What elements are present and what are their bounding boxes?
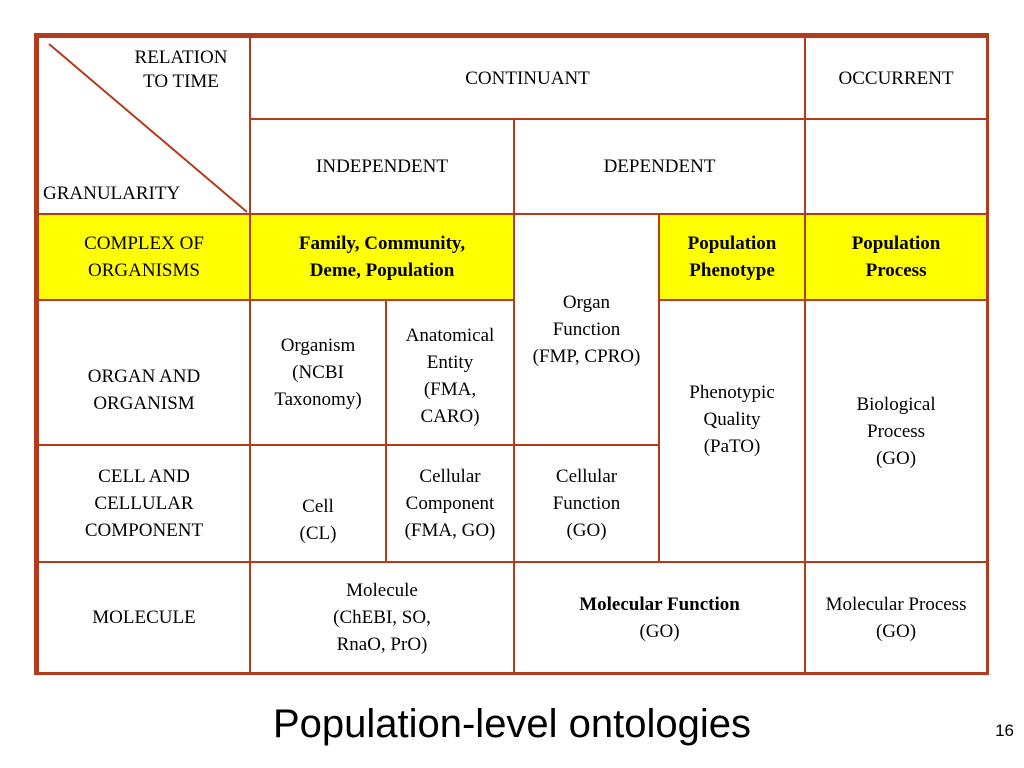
page-number: 16: [995, 721, 1014, 740]
row-label-cell-and-cellular-component: CELL AND CELLULAR COMPONENT: [37, 444, 251, 563]
occurrent-blank-cell: [804, 118, 989, 215]
phenotypic-quality-cell: Phenotypic Quality (PaTO): [657, 299, 807, 563]
row-label-complex-of-organisms: COMPLEX OF ORGANISMS: [37, 213, 251, 301]
relation-to-time-label: RELATION TO TIME: [134, 47, 228, 92]
organism-cell: Organism (NCBI Taxonomy): [249, 299, 387, 446]
anatomical-entity-cell: Anatomical Entity (FMA, CARO): [385, 299, 515, 446]
dependent-header: DEPENDENT: [512, 118, 807, 215]
biological-process-cell: Biological Process (GO): [804, 299, 989, 563]
molecular-process-cell: Molecular Process (GO): [804, 561, 989, 674]
continuant-header: CONTINUANT: [248, 36, 807, 120]
molecular-function-name: Molecular Function: [579, 593, 740, 615]
population-entities-cell: Family, Community, Deme, Population: [249, 213, 515, 301]
organ-function-cell: Organ Function (FMP, CPRO): [513, 213, 660, 446]
granularity-label: GRANULARITY: [43, 183, 181, 204]
diagonal-divider: [48, 43, 248, 212]
ontology-table-frame: RELATION TO TIME GRANULARITY CONTINUANT …: [34, 33, 989, 675]
row-label-organ-and-organism: ORGAN AND ORGANISM: [37, 299, 251, 446]
molecule-cell: Molecule (ChEBI, SO, RnaO, PrO): [249, 561, 515, 674]
population-process-cell: Population Process: [804, 213, 989, 301]
slide-title: Population-level ontologies: [272, 702, 752, 746]
molecular-function-source: (GO): [639, 620, 680, 642]
cellular-component-cell: Cellular Component (FMA, GO): [385, 444, 515, 563]
cell-ontology-cell: Cell (CL): [249, 444, 387, 563]
occurrent-header: OCCURRENT: [804, 36, 989, 120]
row-label-molecule: MOLECULE: [37, 561, 251, 674]
independent-header: INDEPENDENT: [249, 118, 515, 215]
cellular-function-cell: Cellular Function (GO): [513, 444, 660, 563]
corner-header-cell: RELATION TO TIME GRANULARITY: [37, 36, 251, 215]
molecular-function-cell: Molecular Function (GO): [512, 561, 807, 674]
population-phenotype-cell: Population Phenotype: [657, 213, 807, 301]
ontology-table: RELATION TO TIME GRANULARITY CONTINUANT …: [37, 36, 989, 674]
